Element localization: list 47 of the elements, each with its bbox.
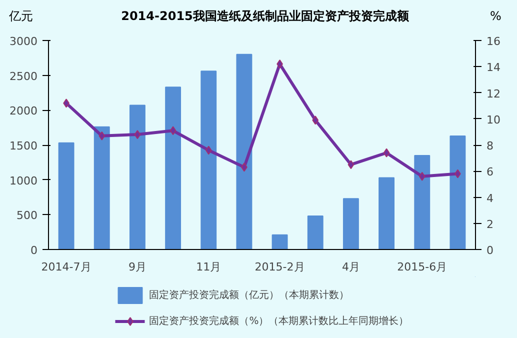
legend-label: 固定资产投资完成额（亿元）（本期累计数）: [149, 288, 350, 302]
bar: [200, 70, 217, 250]
y-tick-label: 0: [30, 244, 38, 257]
x-tick-label: 2015-2月: [254, 260, 305, 274]
bar: [129, 104, 146, 250]
y2-tick-label: 0: [486, 244, 494, 257]
y-tick-label: 1000: [10, 174, 38, 188]
y2-tick-label: 2: [486, 218, 494, 231]
y-tick-label: 3000: [10, 35, 38, 48]
y2-axis-title: %: [490, 8, 502, 25]
point: [418, 172, 426, 181]
x-tick-label: 2015-6月: [397, 260, 448, 274]
y2-tick-label: 14: [486, 61, 500, 74]
bar: [94, 126, 110, 250]
point: [383, 148, 390, 158]
x-tick-label: 2014-7月: [41, 260, 92, 274]
y2-tick-label: 12: [486, 87, 500, 100]
y2-tick-label: 10: [486, 113, 500, 126]
bar: [378, 177, 395, 250]
x-tick-label: 9月: [128, 260, 146, 274]
y-tick-label: 1500: [10, 140, 38, 152]
bar: [165, 86, 182, 250]
y-tick-label: 2500: [10, 70, 38, 83]
y2-tick-label: 4: [486, 192, 494, 205]
bar: [450, 135, 466, 250]
y2-tick-label: 8: [486, 140, 494, 152]
y-axis-title: 亿元: [9, 8, 33, 25]
point: [348, 160, 354, 170]
point: [98, 131, 106, 140]
legend-label: 固定资产投资完成额（%）（本期累计数比上年同期增长）: [149, 314, 409, 328]
point: [170, 126, 176, 136]
point: [312, 116, 319, 125]
bar: [414, 154, 430, 250]
bar: [342, 198, 359, 250]
y-tick-label: 2000: [10, 104, 38, 118]
point: [205, 146, 212, 155]
bar: [272, 234, 288, 250]
y2-tick-label: 16: [486, 35, 500, 48]
bar: [58, 142, 74, 250]
point: [134, 130, 141, 140]
bar: [307, 216, 324, 250]
y-tick-label: 500: [16, 209, 38, 222]
x-tick-label: 4月: [342, 260, 360, 274]
y2-tick-label: 6: [486, 166, 494, 179]
bar: [236, 54, 252, 250]
chart-title: 2014-2015我国造纸及纸制品业固定资产投资完成额: [121, 9, 409, 23]
x-tick-label: 11月: [196, 260, 222, 274]
